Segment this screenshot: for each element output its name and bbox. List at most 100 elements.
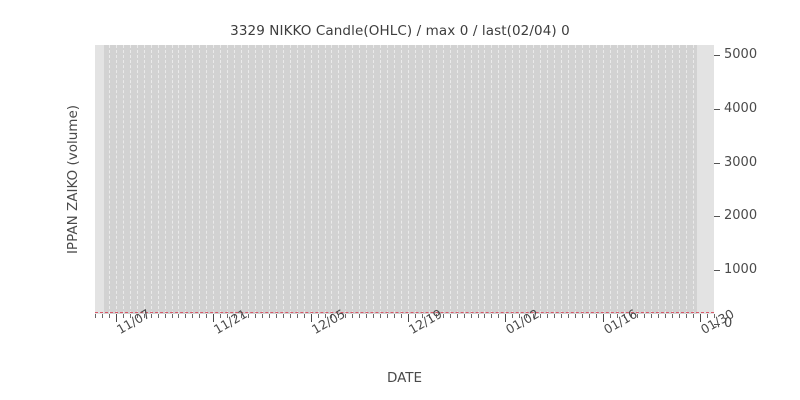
y-tick-mark xyxy=(714,324,720,325)
x-tick-minor xyxy=(470,314,472,318)
x-axis-tick-labels: 11/07 11/21 12/05 12/19 01/02 01/16 01/30 xyxy=(95,306,737,374)
gridline-vertical xyxy=(254,45,256,314)
x-tick-minor xyxy=(192,314,194,318)
x-tick-minor xyxy=(164,314,166,318)
x-tick-major xyxy=(115,314,117,322)
y-tick-label: 5000 xyxy=(724,47,758,62)
gridline-vertical xyxy=(463,45,465,314)
gridline-vertical xyxy=(554,45,556,314)
x-tick-minor xyxy=(248,314,249,318)
gridline-vertical xyxy=(206,45,208,314)
gridline-vertical xyxy=(616,45,618,314)
x-tick-minor xyxy=(540,314,542,318)
x-tick-minor xyxy=(449,314,451,318)
gridline-vertical xyxy=(178,45,180,314)
gridline-vertical xyxy=(512,45,514,314)
plot-left-margin-band xyxy=(95,45,104,314)
gridline-vertical xyxy=(352,45,354,314)
x-tick-minor xyxy=(101,314,103,318)
gridline-vertical xyxy=(115,45,117,314)
x-tick-major xyxy=(213,314,215,322)
gridline-vertical xyxy=(567,45,569,314)
x-tick-minor xyxy=(421,314,423,318)
gridline-vertical xyxy=(547,45,549,314)
x-axis-label: DATE xyxy=(386,370,423,386)
gridline-vertical xyxy=(268,45,270,314)
vertical-gridlines xyxy=(95,45,714,314)
gridline-vertical xyxy=(560,45,562,314)
x-tick-minor xyxy=(303,314,305,318)
x-tick-minor xyxy=(345,314,347,318)
x-tick-minor xyxy=(498,314,500,318)
x-tick-minor xyxy=(512,314,514,318)
gridline-vertical xyxy=(672,45,674,314)
gridline-vertical xyxy=(220,45,222,314)
gridline-vertical xyxy=(588,45,590,314)
gridline-vertical xyxy=(470,45,472,314)
gridline-vertical xyxy=(686,45,688,314)
y-tick-mark xyxy=(714,108,720,110)
x-tick-minor xyxy=(456,314,458,318)
plot-area xyxy=(95,45,714,314)
y-tick-label: 4000 xyxy=(724,100,758,116)
gridline-vertical xyxy=(693,45,695,314)
gridline-vertical xyxy=(345,45,347,314)
x-tick-minor xyxy=(651,314,653,318)
gridline-vertical xyxy=(366,45,368,314)
x-tick-minor xyxy=(442,314,444,318)
gridline-vertical xyxy=(456,45,458,314)
x-tick-minor xyxy=(108,314,110,318)
gridline-vertical xyxy=(477,45,479,314)
x-tick-minor xyxy=(707,314,709,318)
x-tick-label: 01/16 xyxy=(601,306,640,337)
gridline-vertical xyxy=(414,45,416,314)
gridline-vertical xyxy=(658,45,660,314)
x-tick-minor xyxy=(714,314,715,318)
x-tick-minor xyxy=(185,314,187,318)
x-tick-minor xyxy=(136,314,138,318)
x-tick-minor xyxy=(588,314,590,318)
gridline-vertical xyxy=(387,45,389,314)
gridline-vertical xyxy=(143,45,145,314)
x-tick-minor xyxy=(234,314,236,318)
gridline-vertical xyxy=(407,45,409,314)
x-tick-minor xyxy=(199,314,201,318)
gridline-vertical xyxy=(498,45,500,314)
gridline-vertical xyxy=(428,45,430,314)
x-tick-minor xyxy=(380,314,382,318)
x-tick-minor xyxy=(595,314,597,318)
x-tick-minor xyxy=(171,314,173,318)
x-tick-minor xyxy=(282,314,284,318)
gridline-vertical xyxy=(421,45,423,314)
x-tick-minor xyxy=(519,314,521,318)
x-tick-minor xyxy=(533,314,535,318)
gridline-vertical xyxy=(665,45,667,314)
gridline-vertical xyxy=(581,45,583,314)
gridline-vertical xyxy=(602,45,604,314)
x-tick-minor xyxy=(95,314,96,318)
x-tick-minor xyxy=(693,314,695,318)
x-tick-label: 12/05 xyxy=(309,306,348,337)
x-tick-minor xyxy=(581,314,583,318)
x-tick-minor xyxy=(547,314,549,318)
x-tick-minor xyxy=(609,314,611,318)
x-tick-minor xyxy=(220,314,222,318)
x-tick-minor xyxy=(206,314,208,318)
x-tick-label: 12/19 xyxy=(406,306,445,337)
x-tick-minor xyxy=(672,314,674,318)
gridline-vertical xyxy=(609,45,611,314)
x-tick-minor xyxy=(324,314,326,318)
x-tick-minor xyxy=(686,314,688,318)
gridline-vertical xyxy=(317,45,319,314)
x-tick-minor xyxy=(254,314,256,318)
gridline-vertical xyxy=(505,45,507,314)
x-tick-minor xyxy=(129,314,131,318)
gridline-vertical xyxy=(435,45,437,314)
gridline-vertical xyxy=(150,45,152,314)
gridline-vertical xyxy=(275,45,277,314)
y-tick-label: 1000 xyxy=(724,262,758,278)
gridline-vertical xyxy=(248,45,249,314)
gridline-vertical xyxy=(157,45,159,314)
x-tick-minor xyxy=(366,314,368,318)
x-tick-minor xyxy=(261,314,263,318)
